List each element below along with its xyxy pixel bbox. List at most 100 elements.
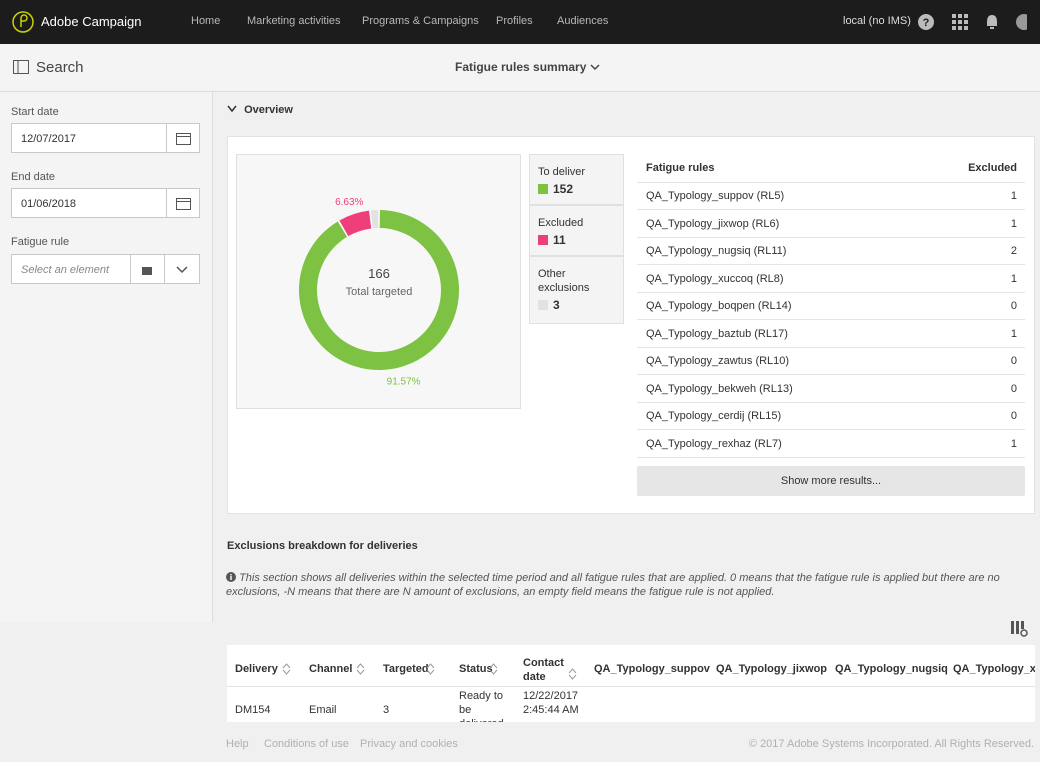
help-icon[interactable] — [918, 14, 934, 30]
show-more-button[interactable]: Show more results... — [637, 466, 1025, 496]
rules-row: QA_Typology_suppov (RL5) 1 — [637, 183, 1025, 210]
cell: Ready to be delivered — [459, 690, 504, 722]
footer-link[interactable]: Privacy and cookies — [360, 738, 458, 750]
legend-item: Other exclusions 3 — [529, 256, 624, 324]
rule-name: QA_Typology_zawtus (RL10) — [646, 355, 790, 367]
footer-link[interactable]: Help — [226, 738, 249, 750]
rule-excluded: 2 — [1010, 245, 1017, 257]
column-header[interactable]: QA_Typology_xu — [953, 663, 1035, 675]
rule-excluded: 1 — [1010, 190, 1017, 202]
nav-item[interactable]: Marketing activities — [247, 15, 341, 27]
legend-value: 152 — [553, 182, 574, 196]
donut-chart: 166 Total targeted 91.57% 6.63% — [236, 154, 521, 409]
dropdown-button[interactable] — [164, 254, 200, 284]
toolbar: Search Fatigue rules summary — [0, 44, 1040, 92]
bell-icon[interactable] — [987, 15, 997, 29]
info-icon — [226, 572, 236, 582]
rules-row: QA_Typology_boqpen (RL14) 0 — [637, 293, 1025, 320]
search-label[interactable]: Search — [36, 59, 84, 76]
donut-segment — [339, 210, 372, 237]
column-header[interactable]: QA_Typology_jixwop — [716, 663, 828, 675]
copyright: © 2017 Adobe Systems Incorporated. All R… — [748, 738, 1034, 750]
rule-name: QA_Typology_cerdij (RL15) — [646, 410, 782, 422]
rule-name: QA_Typology_baztub (RL17) — [646, 327, 788, 340]
browse-button[interactable] — [130, 254, 165, 284]
legend-item: Excluded 11 — [529, 205, 624, 256]
column-header[interactable]: Contact date — [523, 657, 564, 683]
total-value: 166 — [368, 266, 390, 281]
rule-excluded: 1 — [1010, 272, 1017, 285]
nav-icons: ? — [918, 14, 1027, 30]
rules-row: QA_Typology_rexhaz (RL7) 1 — [637, 431, 1025, 458]
legend-item: To deliver 152 — [529, 154, 624, 205]
sort-icon[interactable] — [426, 663, 435, 675]
column-settings[interactable] — [1011, 620, 1028, 637]
end-input[interactable]: 01/06/2018 — [11, 188, 167, 218]
cell: DM154 — [235, 704, 271, 716]
legend-value: 3 — [553, 298, 560, 312]
rules-row: QA_Typology_nugsiq (RL11) 2 — [637, 238, 1025, 265]
legend-swatch — [538, 235, 548, 245]
column-header[interactable]: Targeted — [383, 663, 429, 675]
rule-name: QA_Typology_bekweh (RL13) — [646, 382, 793, 395]
start-input[interactable]: 12/07/2017 — [11, 123, 167, 153]
total-label: Total targeted — [346, 286, 413, 298]
rules-header: Fatigue rules Excluded — [637, 155, 1025, 183]
percent-label: 6.63% — [335, 197, 363, 208]
nav-item[interactable]: Profiles — [496, 15, 533, 27]
top-nav: Adobe Campaign Home Marketing activities P… — [0, 0, 1040, 44]
note-text: This section shows all deliveries within… — [226, 572, 1000, 598]
apps-icon[interactable] — [952, 14, 968, 30]
legend-label: To deliver — [538, 166, 586, 178]
rule-excluded: 0 — [1010, 382, 1017, 395]
nav-item[interactable]: Audiences — [557, 15, 609, 27]
overview-header[interactable]: Overview — [227, 104, 293, 116]
filter-panel: Start date 12/07/2017 End date 01/06/201… — [0, 92, 213, 622]
rule-name: QA_Typology_rexhaz (RL7) — [646, 437, 782, 450]
legend-swatch — [538, 300, 548, 310]
column-header[interactable]: Delivery — [235, 663, 278, 675]
rule-excluded: 0 — [1010, 355, 1017, 367]
column-header[interactable]: QA_Typology_nugsiq — [835, 663, 948, 675]
column-header[interactable]: QA_Typology_suppov — [594, 663, 710, 675]
sort-icon[interactable] — [356, 663, 365, 675]
logo — [12, 11, 34, 33]
header-cell: Excluded — [968, 162, 1017, 174]
rule-name: QA_Typology_jixwop (RL6) — [646, 217, 780, 230]
sort-icon[interactable] — [489, 663, 498, 675]
footer-link[interactable]: Conditions of use — [264, 738, 349, 750]
chevron — [590, 64, 600, 71]
exclusions-title: Exclusions breakdown for deliveries — [227, 540, 418, 552]
rules-row: QA_Typology_xuccoq (RL8) 1 — [637, 266, 1025, 293]
end-label: End date — [11, 171, 56, 183]
rules-row: QA_Typology_zawtus (RL10) 0 — [637, 348, 1025, 375]
sort-icon[interactable] — [568, 668, 577, 680]
page-title-text[interactable]: Fatigue rules summary — [455, 60, 587, 74]
rule-label: Fatigue rule — [11, 236, 70, 248]
donut-segment — [370, 210, 379, 229]
svg-text:?: ? — [923, 17, 930, 29]
avatar[interactable] — [1016, 14, 1027, 30]
calendar-button[interactable] — [166, 188, 200, 218]
sort-icon[interactable] — [282, 663, 291, 675]
rule-excluded: 0 — [1010, 410, 1017, 422]
rule-input[interactable]: Select an element — [11, 254, 131, 284]
column-header[interactable]: Channel — [309, 663, 353, 675]
rule-excluded: 0 — [1010, 300, 1017, 312]
footer: © 2017 Adobe Systems Incorporated. All R… — [0, 722, 1040, 762]
page-title[interactable]: Fatigue rules summary — [455, 60, 600, 74]
brand[interactable]: Adobe Campaign — [41, 14, 142, 29]
overview-title[interactable]: Overview — [244, 104, 293, 116]
rule-excluded: 1 — [1010, 217, 1017, 230]
rule-name: QA_Typology_xuccoq (RL8) — [646, 272, 784, 285]
exclusions-note: This section shows all deliveries within… — [226, 571, 1034, 599]
nav-item[interactable]: Home — [191, 15, 221, 27]
user-name[interactable]: local (no IMS) — [843, 15, 911, 27]
column-header[interactable]: Status — [459, 663, 493, 675]
nav-item[interactable]: Programs & Campaigns — [362, 15, 479, 27]
legend-swatch — [538, 184, 548, 194]
legend-value: 11 — [553, 233, 566, 247]
calendar-button[interactable] — [166, 123, 200, 153]
search-icon[interactable] — [13, 60, 29, 74]
